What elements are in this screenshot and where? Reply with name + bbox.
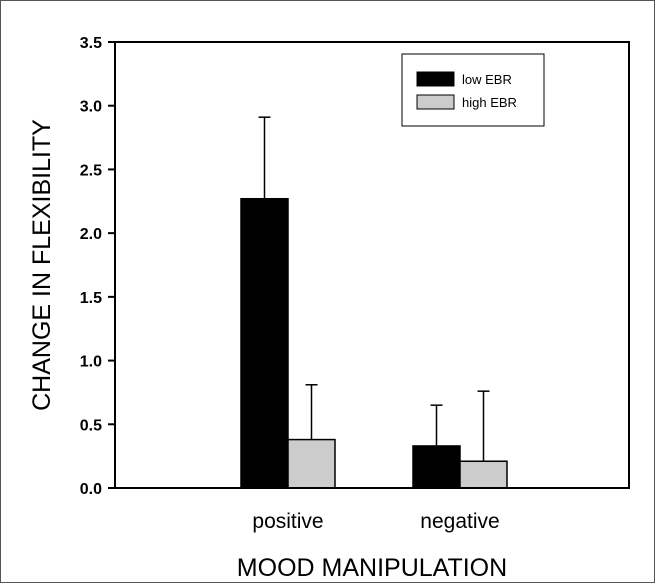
y-tick-label: 2.0	[80, 226, 102, 243]
bar-negative-low-ebr	[412, 445, 461, 489]
y-tick-label: 2.5	[80, 162, 102, 179]
x-axis-title: MOOD MANIPULATION	[237, 554, 507, 582]
legend-swatch-high-ebr	[416, 94, 455, 110]
y-tick-label: 3.5	[80, 35, 102, 52]
legend-box	[401, 53, 545, 127]
x-category-label: positive	[252, 510, 323, 533]
y-tick-label: 0.0	[80, 481, 102, 498]
bars-layer	[240, 197, 508, 489]
x-category-label: negative	[420, 510, 499, 533]
error-bars-layer	[258, 116, 490, 462]
plot-area	[114, 41, 630, 489]
y-tick-label: 1.5	[80, 290, 102, 307]
y-axis-ticks: 0.0 0.5 1.0 1.5 2.0 2.5 3.0 3.5	[80, 35, 116, 498]
legend-label-high-ebr: high EBR	[462, 95, 517, 110]
x-axis-labels: positive negative	[252, 510, 499, 533]
bar-positive-high-ebr	[287, 438, 336, 489]
y-axis-title: CHANGE IN FLEXIBILITY	[28, 119, 56, 411]
y-tick-label: 1.0	[80, 354, 102, 371]
bar-negative-high-ebr	[459, 460, 508, 489]
legend-label-low-ebr: low EBR	[462, 72, 512, 87]
y-tick-label: 3.0	[80, 99, 102, 116]
bar-positive-low-ebr	[240, 197, 289, 489]
legend-swatch-low-ebr	[416, 71, 455, 87]
legend: low EBR high EBR	[401, 53, 545, 127]
y-tick-label: 0.5	[80, 417, 102, 434]
